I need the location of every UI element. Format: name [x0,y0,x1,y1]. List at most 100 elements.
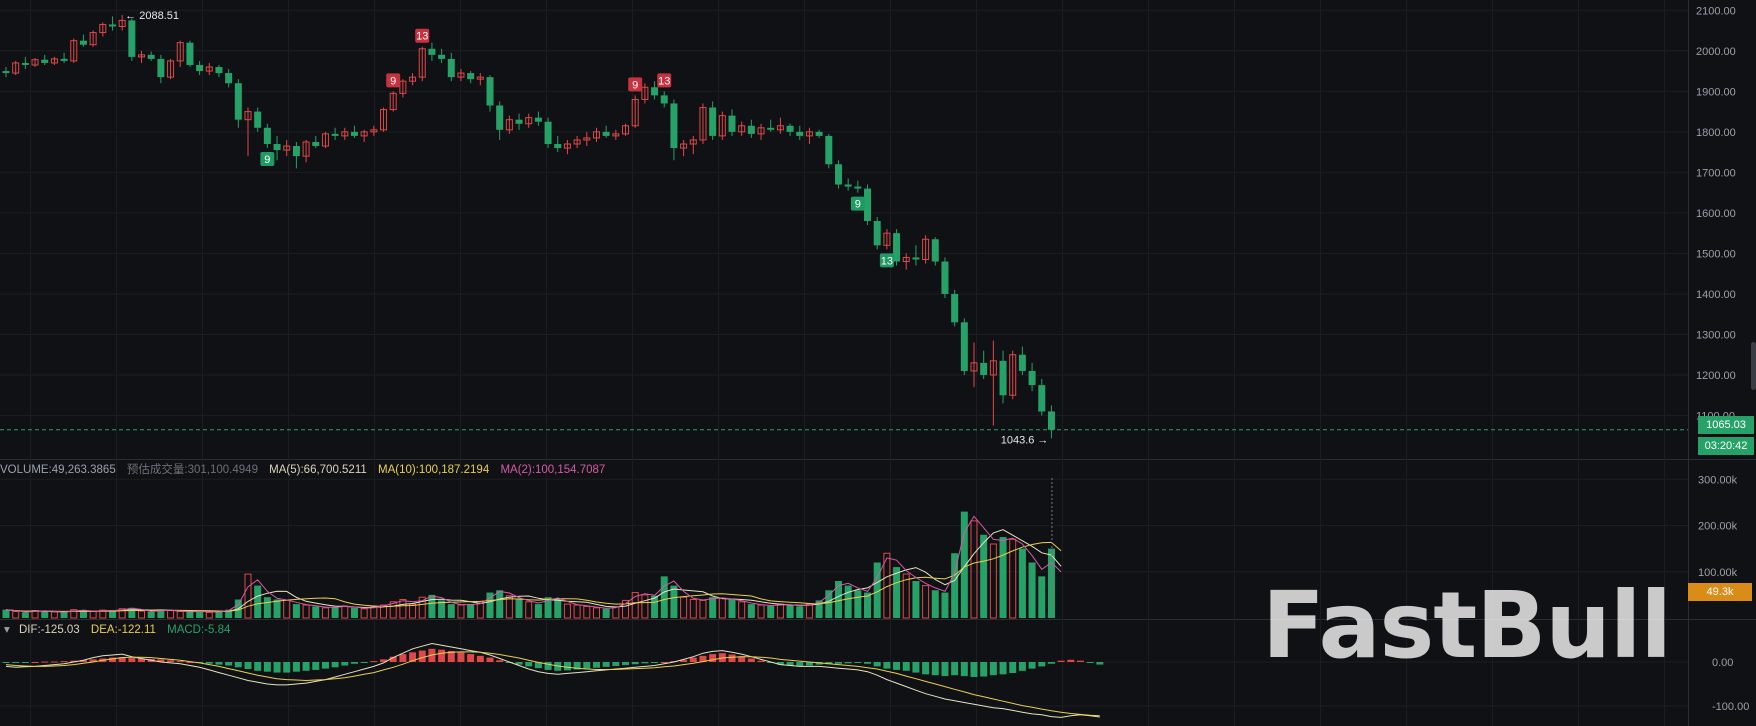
td-marker-box [415,28,430,43]
candle-body [457,72,465,78]
macd-histogram-bar [592,662,600,668]
price-axis-scroll-handle[interactable] [1751,342,1756,390]
volume-pane[interactable] [2,478,1062,619]
volume-bar [418,596,426,619]
macd-histogram-bar [31,662,39,663]
volume-legend: VOLUME:49,263.3865 预估成交量:301,100.4949 MA… [0,461,613,477]
td-marker: 9 [260,152,275,167]
td-marker-box [386,73,401,88]
volume-bar [854,590,862,618]
td-marker: 9 [628,77,643,92]
macd-histogram-bar [50,661,58,663]
macd-histogram-bar [457,652,465,662]
volume-bar [186,611,194,618]
td-marker-box [657,73,672,88]
candle-body [796,131,804,136]
volume-bar [670,585,678,618]
volume-bar [21,612,29,618]
candle-body [321,133,329,147]
macd-histogram-bar [438,649,446,662]
candle-body [805,131,813,137]
candle-body [834,164,842,185]
price-tick-label: 1300.00 [1696,329,1736,341]
volume-bar [99,609,107,619]
volume-bar [989,543,997,619]
fastbull-watermark: FastBull [1262,572,1672,679]
macd-histogram-bar [360,662,368,663]
high-price-label: ← 2088.51 [125,10,179,22]
volume-bar [380,604,388,619]
macd-histogram-bar [1096,662,1104,665]
volume-bar [747,604,755,618]
candle-body [689,139,697,145]
candle-body [244,111,252,121]
volume-tick-label: 200.00k [1698,521,1738,533]
volume-bar [660,576,668,618]
macd-histogram-bar [563,662,571,671]
volume-bar [757,604,765,619]
candle-body [718,115,726,137]
macd-histogram-bar [283,662,291,673]
volume-tick-label: 100.00k [1698,567,1738,579]
volume-bar [254,585,262,618]
candle-body [273,144,281,151]
candle-body [631,98,639,127]
macd-histogram-bar [2,662,10,663]
macd-histogram-bar [525,662,533,667]
price-tick-label: 1400.00 [1696,289,1736,301]
volume-legend-ma5: MA(5):66,700.5211 [269,464,367,476]
candle-body [312,141,320,147]
macd-histogram-bar [176,661,184,663]
candle-body [931,239,939,262]
macd-histogram-bar [409,652,417,662]
macd-histogram-bar [544,662,552,670]
volume-bar [176,611,184,619]
volume-bar [157,609,165,618]
candle-body [922,238,930,261]
candle-body [157,58,165,78]
candle-body [370,129,378,133]
macd-histogram-bar [321,662,329,669]
low-price-label: 1043.6 → [1001,434,1049,446]
macd-histogram-bar [1009,662,1017,673]
macd-histogram-bar [341,662,349,666]
macd-pane[interactable] [2,642,1104,718]
volume-bar [902,573,910,619]
candle-body [215,67,223,74]
price-pane[interactable]: ← 2088.51 1043.6 → 9 13 9 9 13 9 13 [0,10,1688,446]
macd-histogram-bar [854,662,862,663]
volume-bar [312,606,320,618]
volume-bar [215,611,223,618]
macd-histogram-bar [970,662,978,677]
collapse-triangle-icon[interactable]: ▾ [4,624,10,636]
volume-bar [79,610,87,618]
price-axis[interactable]: 2100.00 2000.00 1900.00 1800.00 1700.00 1600.… [1696,5,1749,713]
candle-body [757,127,765,135]
price-tick-label: 1700.00 [1696,167,1736,179]
candle-body [515,119,523,124]
candle-body [554,144,562,149]
price-tick-label: 1600.00 [1696,208,1736,220]
volume-bar [844,585,852,618]
macd-dif-line [5,642,1100,718]
macd-histogram-bar [138,658,146,662]
macd-histogram-bar [651,662,659,663]
macd-histogram-bar [128,658,136,662]
candle-body [728,115,736,132]
macd-histogram-bar [331,662,339,668]
macd-histogram-bar [844,662,852,664]
candle-body [525,117,533,125]
volume-bar [89,611,97,619]
macd-histogram-bar [496,660,504,662]
candle-body [254,111,262,128]
volume-bar [1018,548,1026,618]
volume-bar [893,567,901,618]
candle-body [747,125,755,134]
candle-body [893,233,901,262]
candle-body [844,184,852,187]
candle-body [283,145,291,151]
volume-bar [438,600,446,618]
volume-bar [2,609,10,618]
